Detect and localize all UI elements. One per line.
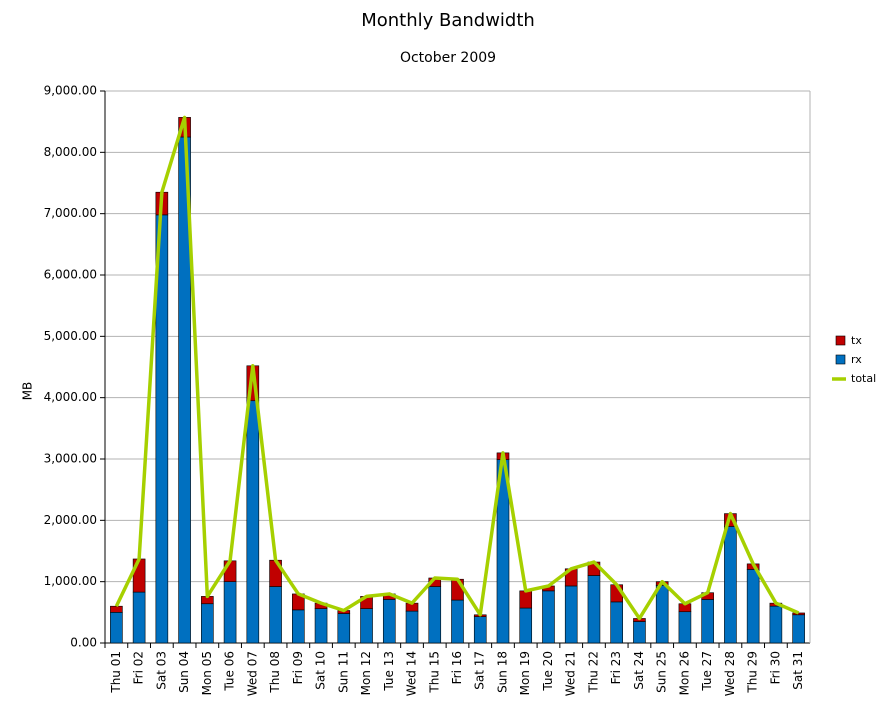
x-tick-label: Sat 10	[314, 651, 328, 690]
bar-segment	[746, 569, 760, 644]
x-tick-label: Sun 11	[336, 651, 350, 693]
x-tick-label: Sun 25	[655, 651, 669, 693]
x-tick-label: Tue 20	[541, 651, 555, 692]
bar-segment	[633, 621, 646, 644]
y-tick-label: 8,000.00	[44, 145, 97, 159]
bar-segment	[405, 610, 419, 644]
y-tick-label: 6,000.00	[44, 268, 97, 282]
x-tick-label: Thu 22	[586, 651, 600, 694]
bar-segment	[792, 614, 805, 644]
bar-segment	[132, 591, 146, 644]
chart-subtitle: October 2009	[400, 50, 496, 66]
x-tick-label: Tue 27	[700, 651, 714, 692]
legend-label: rx	[851, 353, 862, 366]
bar-segment	[587, 575, 601, 644]
x-tick-label: Tue 13	[382, 651, 396, 692]
x-tick-label: Wed 14	[405, 651, 419, 696]
y-axis-label: MB	[21, 382, 35, 401]
bar-segment	[223, 581, 237, 644]
bar-segment	[337, 613, 351, 644]
bar-segment	[655, 585, 669, 644]
x-tick-label: Sun 04	[177, 651, 191, 693]
bar-segment	[678, 611, 692, 644]
bar-segment	[519, 590, 533, 609]
x-tick-label: Thu 15	[427, 651, 441, 694]
x-tick-label: Mon 26	[677, 651, 691, 695]
x-tick-label: Wed 28	[723, 651, 737, 696]
bar-segment	[201, 603, 214, 644]
bar-segment	[110, 605, 123, 613]
y-tick-label: 0.00	[70, 636, 97, 650]
bar-segment	[269, 586, 282, 644]
x-tick-label: Fri 02	[132, 651, 146, 684]
chart-title: Monthly Bandwidth	[361, 10, 535, 31]
bar-segment	[428, 586, 442, 644]
bar-segment	[610, 601, 623, 644]
bar-segment	[360, 608, 373, 644]
bar-segment	[542, 590, 555, 644]
bar-segment	[451, 599, 464, 644]
bar-segment	[314, 608, 328, 644]
legend-swatch	[835, 335, 846, 346]
x-tick-label: Wed 07	[245, 651, 259, 696]
x-tick-label: Fri 09	[291, 651, 305, 684]
bar-segment	[246, 400, 260, 644]
x-tick-label: Sat 31	[791, 651, 805, 690]
bar-segment	[382, 599, 396, 644]
bar-segment	[564, 585, 578, 644]
bar-segment	[519, 607, 533, 644]
x-tick-label: Sat 24	[632, 651, 646, 690]
line-series	[114, 115, 800, 621]
x-tick-label: Tue 06	[223, 651, 237, 692]
legend-label: total	[851, 372, 876, 385]
x-tick-label: Wed 21	[564, 651, 578, 696]
x-tick-label: Sun 18	[495, 651, 509, 693]
x-tick-label: Sat 03	[154, 651, 168, 690]
x-tick-label: Fri 30	[768, 651, 782, 684]
legend-swatch	[835, 354, 846, 365]
y-tick-label: 2,000.00	[44, 513, 97, 527]
bar-segment	[724, 526, 737, 644]
legend-label: tx	[851, 334, 862, 347]
y-tick-label: 7,000.00	[44, 206, 97, 220]
y-tick-label: 3,000.00	[44, 452, 97, 466]
bar-segment	[792, 612, 805, 616]
x-tick-label: Sat 17	[473, 651, 487, 690]
y-tick-label: 9,000.00	[44, 84, 97, 98]
x-tick-label: Fri 23	[609, 651, 623, 684]
bar-segment	[473, 616, 487, 644]
bar-segment	[110, 612, 123, 644]
y-tick-label: 1,000.00	[44, 574, 97, 588]
x-tick-label: Mon 12	[359, 651, 373, 695]
x-tick-label: Thu 08	[268, 651, 282, 694]
bar-segment	[292, 609, 305, 644]
x-tick-label: Mon 05	[200, 651, 214, 695]
x-tick-label: Thu 29	[746, 651, 760, 694]
y-tick-label: 4,000.00	[44, 390, 97, 404]
x-tick-label: Fri 16	[450, 651, 464, 684]
x-tick-label: Mon 19	[518, 651, 532, 695]
x-tick-label: Thu 01	[109, 651, 123, 694]
bar-segment	[769, 605, 783, 644]
y-tick-label: 5,000.00	[44, 329, 97, 343]
bar-segment	[701, 599, 714, 644]
